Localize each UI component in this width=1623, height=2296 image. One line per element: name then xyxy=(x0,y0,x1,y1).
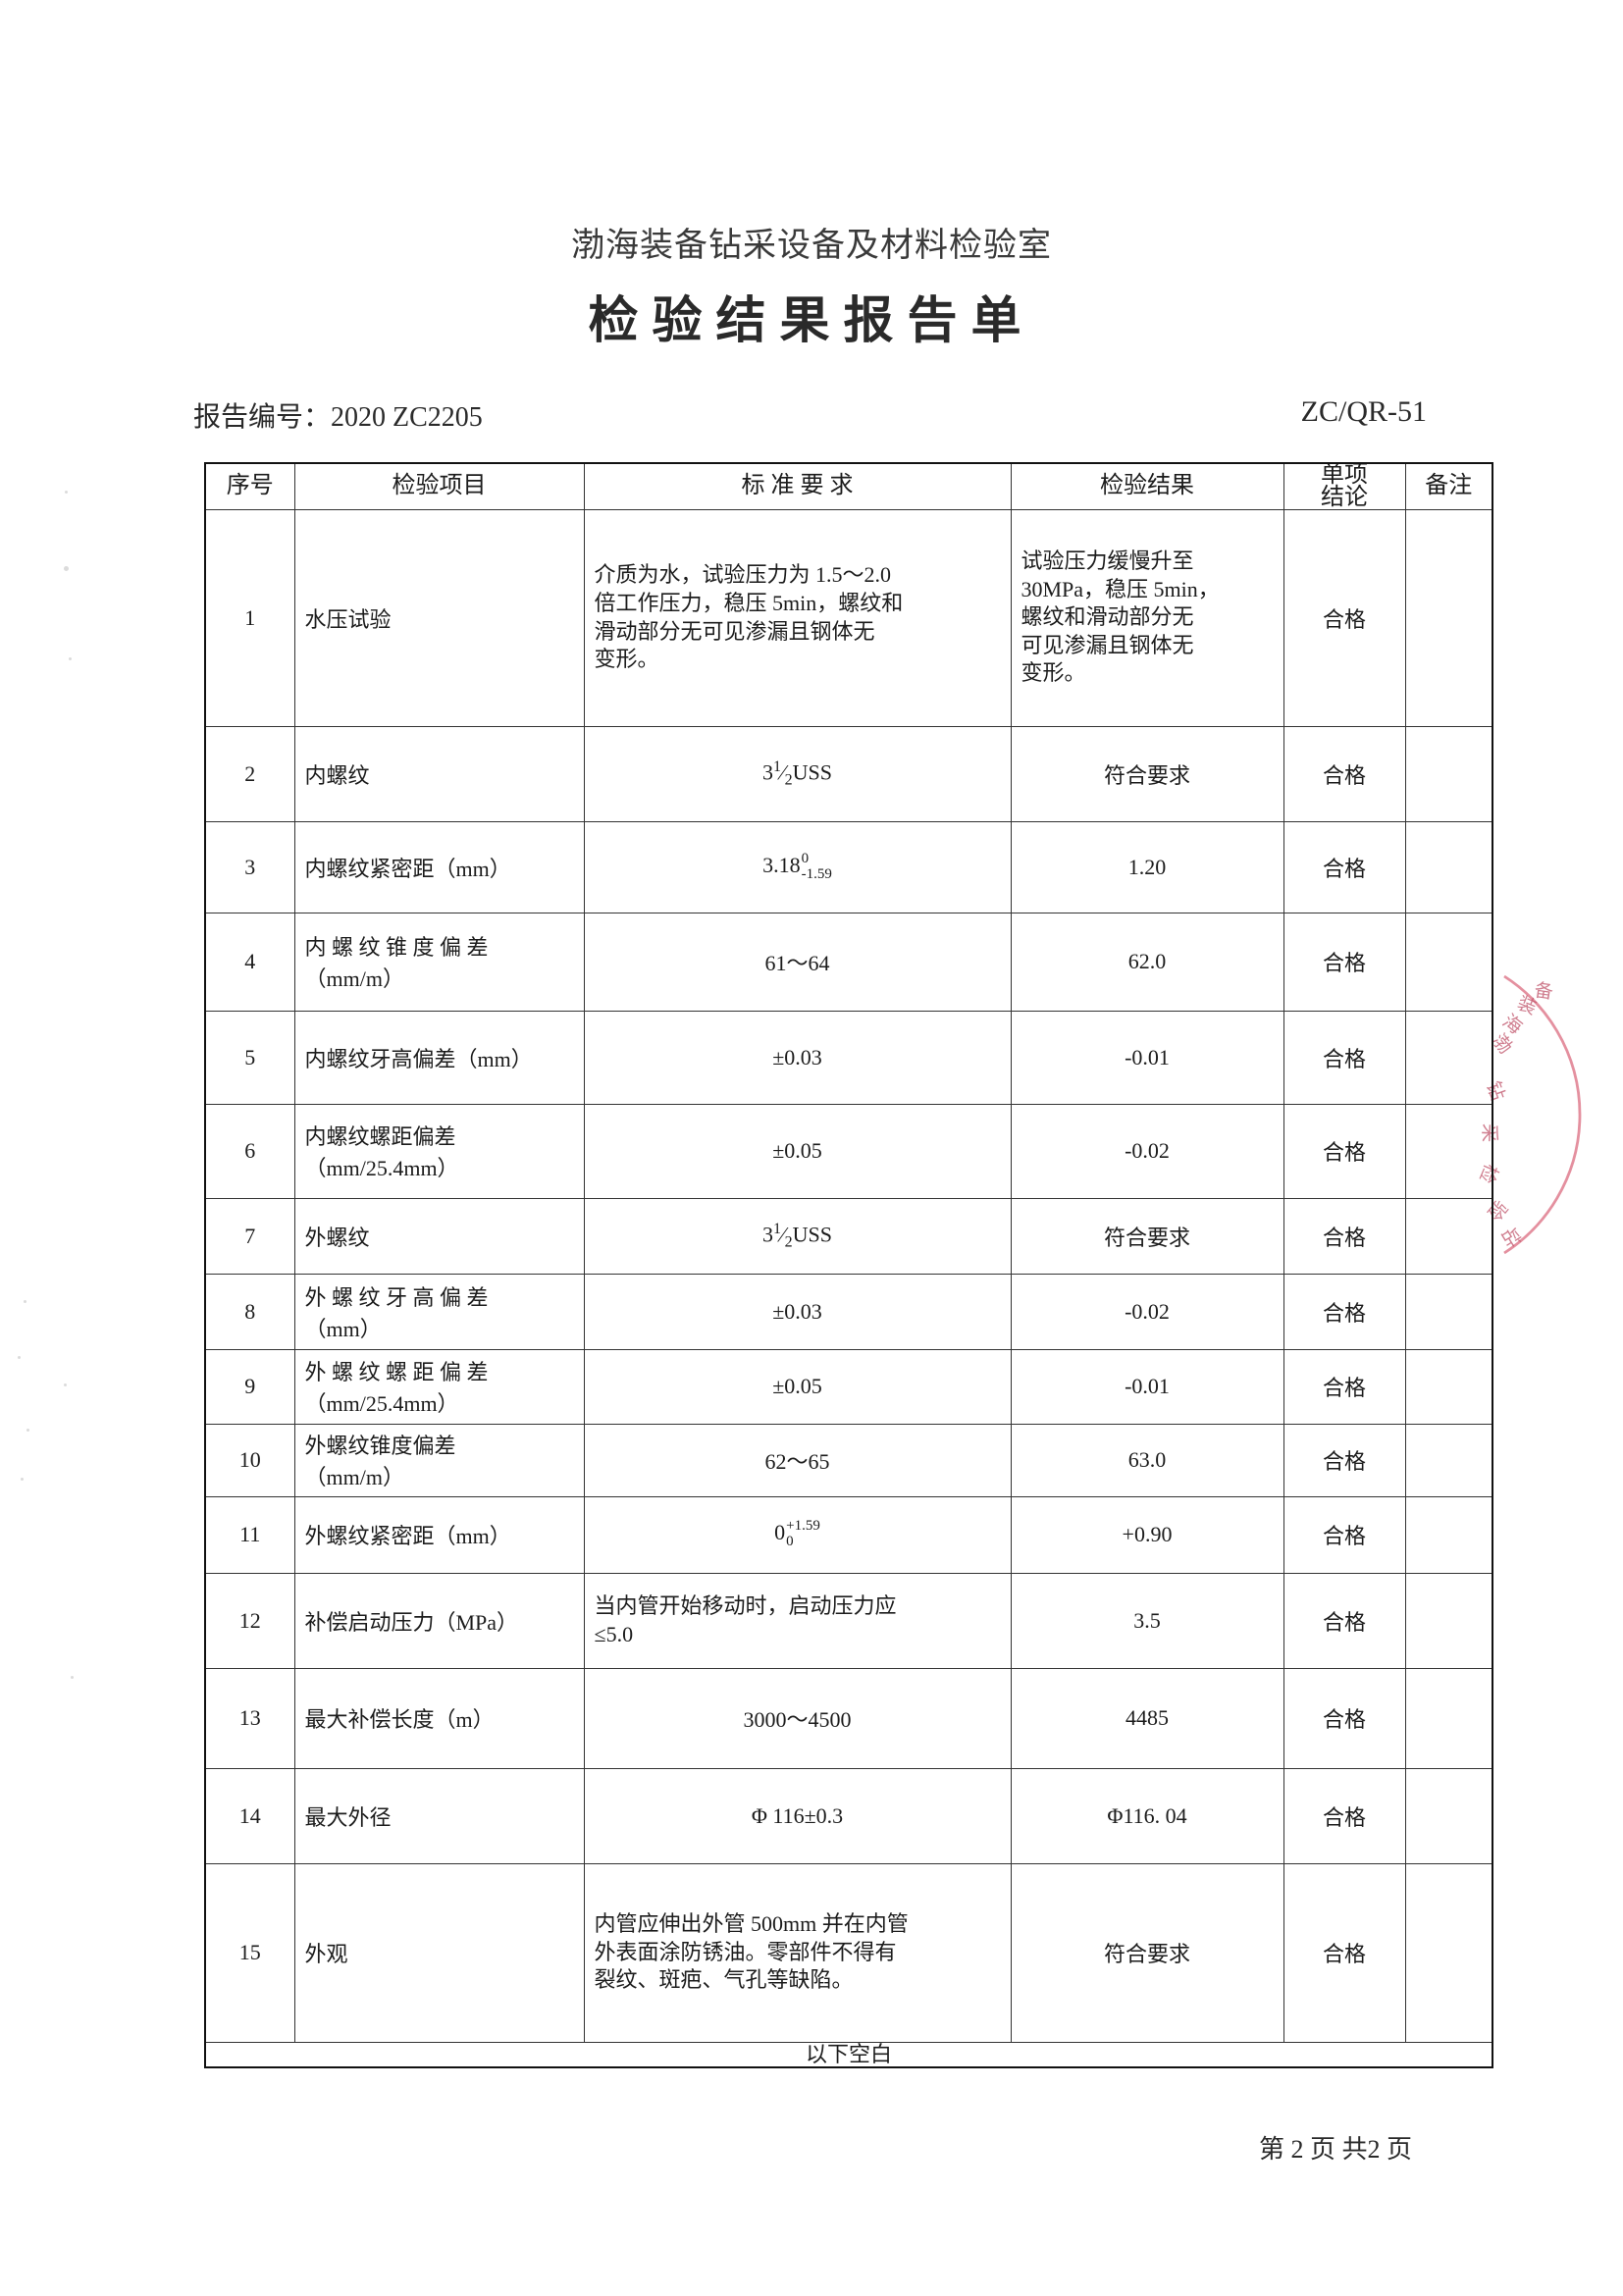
svg-text:站: 站 xyxy=(1497,1223,1525,1251)
svg-text:备: 备 xyxy=(1533,979,1554,1003)
